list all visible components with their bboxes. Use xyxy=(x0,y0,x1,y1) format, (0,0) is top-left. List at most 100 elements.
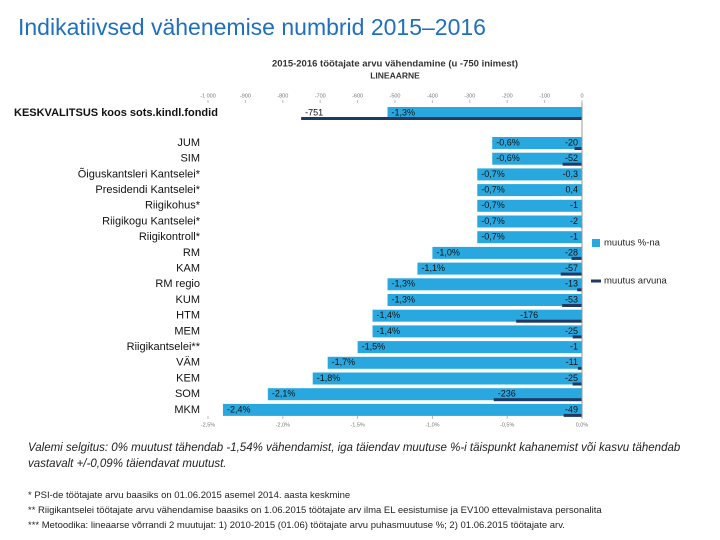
category-label: Presidendi Kantselei* xyxy=(95,184,200,196)
percent-bar xyxy=(432,246,582,259)
percent-bar xyxy=(267,388,582,401)
legend-label: muutus %-na xyxy=(604,238,661,249)
count-label: -52 xyxy=(565,153,578,163)
x2-tick-label: -200 xyxy=(502,93,513,99)
category-label: KEM xyxy=(176,372,200,384)
count-bar xyxy=(493,398,582,402)
count-label: 0,4 xyxy=(565,184,578,194)
percent-bar xyxy=(477,184,582,197)
percent-label: -1,1% xyxy=(421,263,445,273)
x2-tick-label: -900 xyxy=(240,93,251,99)
percent-label: -2,4% xyxy=(227,404,251,414)
x2-tick-label: 0 xyxy=(580,93,583,99)
percent-bar xyxy=(222,403,582,416)
count-bar xyxy=(562,162,582,166)
percent-label: -1,7% xyxy=(332,357,356,367)
category-label: Riigikantselei** xyxy=(127,341,201,353)
count-label: -1 xyxy=(570,200,578,210)
legend-label: muutus arvuna xyxy=(604,276,668,287)
count-bar xyxy=(572,335,582,339)
footnote: ** Riigikantselei töötajate arvu vähenda… xyxy=(28,505,602,516)
count-bar xyxy=(574,147,582,150)
x-tick-label: -2,0% xyxy=(276,422,290,428)
x2-tick-label: -400 xyxy=(427,93,438,99)
count-bar xyxy=(301,117,582,120)
legend-swatch xyxy=(592,239,600,247)
percent-label: -1,8% xyxy=(317,373,341,383)
count-bar xyxy=(560,272,582,276)
percent-bar xyxy=(492,152,582,165)
count-bar xyxy=(572,382,582,386)
category-label: Riigikogu Kantselei* xyxy=(102,215,201,227)
count-label: -1 xyxy=(570,341,578,351)
percent-bar xyxy=(417,262,582,275)
percent-label: -1,4% xyxy=(377,326,401,336)
category-label: RM xyxy=(183,247,200,259)
footnote: *** Metoodika: lineaarse võrrandi 2 muut… xyxy=(28,520,565,531)
category-label: Riigikontroll* xyxy=(139,231,201,243)
formula-note: Valemi selgitus: 0% muutust tähendab -1,… xyxy=(28,442,681,470)
x-tick-label: -1,5% xyxy=(350,422,364,428)
percent-bar xyxy=(387,107,582,119)
percent-label: -0,7% xyxy=(481,216,505,226)
percent-label: -0,6% xyxy=(496,153,520,163)
percent-bar xyxy=(372,309,582,322)
chart: 2015-2016 töötajate arvu vähendamine (u … xyxy=(14,59,668,429)
count-label: -25 xyxy=(565,326,578,336)
count-bar xyxy=(562,304,582,307)
percent-bar xyxy=(327,356,582,369)
percent-label: -1,4% xyxy=(377,310,401,320)
chart-title: 2015-2016 töötajate arvu vähendamine (u … xyxy=(272,59,518,70)
count-label: -0,3 xyxy=(562,169,578,179)
count-bar xyxy=(563,413,582,417)
percent-bar xyxy=(387,278,582,291)
count-label: -1 xyxy=(570,232,578,242)
count-bar xyxy=(577,288,582,292)
category-label: Õiguskantsleri Kantselei* xyxy=(78,167,201,180)
percent-label: -0,7% xyxy=(481,200,505,210)
count-label: -28 xyxy=(565,247,578,257)
count-label: -49 xyxy=(565,404,578,414)
percent-bar xyxy=(477,199,582,212)
count-bar xyxy=(577,366,582,370)
count-label: -53 xyxy=(565,294,578,304)
percent-bar xyxy=(372,325,582,338)
count-label: -236 xyxy=(498,389,516,399)
slide-title: Indikatiivsed vähenemise numbrid 2015–20… xyxy=(18,14,486,40)
category-label: RM regio xyxy=(155,278,200,290)
percent-bar xyxy=(492,137,582,149)
x2-tick-label: -800 xyxy=(277,93,288,99)
footnote: * PSI-de töötajate arvu baasiks on 01.06… xyxy=(28,490,351,501)
category-label: JUM xyxy=(177,137,200,149)
percent-label: -1,0% xyxy=(436,247,460,257)
count-label: -20 xyxy=(565,137,578,147)
x2-tick-label: -300 xyxy=(464,93,475,99)
x-tick-label: 0,0% xyxy=(576,422,589,428)
percent-label: -0,7% xyxy=(481,169,505,179)
percent-bar xyxy=(312,372,582,385)
percent-label: -0,6% xyxy=(496,137,520,147)
count-label: -13 xyxy=(565,279,578,289)
percent-label: -2,1% xyxy=(272,389,296,399)
percent-bar xyxy=(477,168,582,181)
x-tick-label: -2,5% xyxy=(201,422,215,428)
count-label: -751 xyxy=(305,107,323,117)
count-bar xyxy=(516,319,582,323)
percent-label: -1,5% xyxy=(362,341,386,351)
category-label: HTM xyxy=(176,310,200,322)
percent-label: -0,7% xyxy=(481,232,505,242)
percent-label: -0,7% xyxy=(481,184,505,194)
category-label: Riigikohus* xyxy=(145,200,201,212)
category-label: KAM xyxy=(176,263,200,275)
x2-tick-label: -500 xyxy=(389,93,400,99)
percent-bar xyxy=(357,341,582,354)
x2-tick-label: -100 xyxy=(539,93,550,99)
count-label: -25 xyxy=(565,373,578,383)
category-label: SOM xyxy=(175,388,200,400)
percent-bar xyxy=(387,294,582,306)
category-label: VÄM xyxy=(176,357,200,369)
count-label: -11 xyxy=(566,357,578,367)
x2-tick-label: -700 xyxy=(315,93,326,99)
legend-swatch xyxy=(591,279,601,283)
